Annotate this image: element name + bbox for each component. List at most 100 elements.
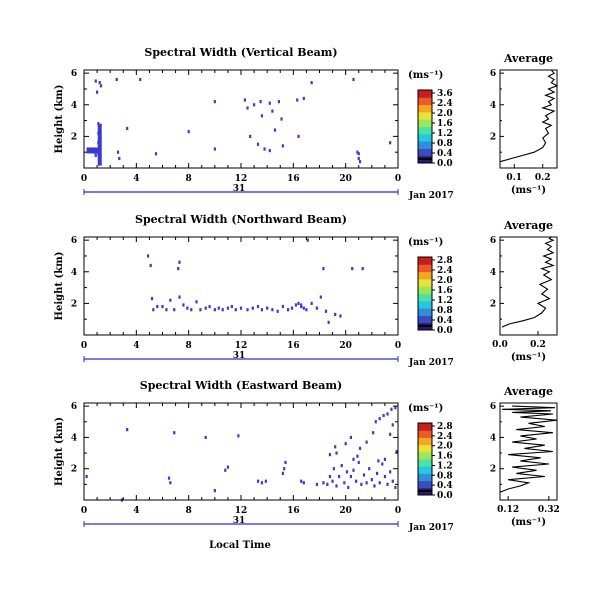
- colorbar-band: [418, 90, 432, 98]
- colorbar-tick-label: 1.6: [437, 119, 453, 129]
- x-axis-label: Local Time: [209, 540, 271, 551]
- y-tick-label: 4: [71, 268, 77, 278]
- data-cell: [352, 77, 355, 82]
- data-cell: [94, 79, 97, 83]
- x-tick-label: 16: [287, 341, 300, 351]
- colorbar-band: [418, 126, 432, 135]
- colorbar-unit: (ms⁻¹): [408, 237, 443, 248]
- data-cell: [356, 454, 359, 458]
- data-cell: [199, 308, 202, 312]
- data-cell: [365, 440, 368, 444]
- data-cell: [315, 306, 318, 310]
- data-cell: [389, 432, 392, 436]
- data-cell: [361, 267, 364, 271]
- colorbar-mark: [418, 489, 432, 492]
- data-cell: [352, 468, 355, 472]
- data-cell: [302, 96, 305, 101]
- data-cell: [213, 100, 216, 104]
- x-tick-label: 8: [186, 506, 192, 516]
- x-tick-label: 12: [235, 341, 248, 351]
- colorbar-mark: [418, 324, 432, 327]
- date-day: 31: [233, 351, 246, 361]
- date-month: Jan 2017: [408, 358, 454, 368]
- colorbar-band: [418, 444, 432, 453]
- average-y-tick-label: 4: [490, 101, 496, 111]
- plot-frame: [83, 69, 399, 169]
- data-cell: [382, 413, 385, 418]
- data-cell: [208, 304, 211, 309]
- data-cell: [357, 460, 360, 465]
- colorbar-band: [418, 423, 432, 431]
- data-cell: [169, 298, 172, 302]
- data-cell: [195, 300, 198, 304]
- y-tick-label: 2: [71, 299, 77, 309]
- data-cell: [300, 479, 303, 483]
- x-tick-label: 0: [395, 506, 401, 516]
- data-cell: [213, 147, 216, 151]
- colorbar-band: [418, 278, 432, 287]
- x-tick-label: 0: [395, 341, 401, 351]
- data-cell: [335, 451, 338, 455]
- chart-title: Spectral Width (Eastward Beam): [140, 379, 342, 392]
- colorbar-frame: [417, 422, 433, 496]
- data-cell: [213, 489, 216, 493]
- y-tick-label: 6: [71, 69, 77, 79]
- data-cell: [85, 474, 88, 479]
- data-cell: [297, 134, 300, 138]
- y-tick-label: 6: [71, 402, 77, 412]
- data-cell: [169, 481, 172, 485]
- data-cell: [173, 431, 176, 435]
- data-cell: [365, 481, 368, 485]
- average-y-tick-label: 6: [490, 236, 496, 246]
- average-y-tick-label: 2: [490, 299, 496, 309]
- data-cell: [358, 446, 362, 450]
- colorbar-band: [418, 293, 432, 302]
- data-cell: [221, 308, 224, 312]
- data-cell: [239, 306, 243, 310]
- x-tick-label: 0: [81, 506, 87, 516]
- x-tick-label: 20: [339, 506, 352, 516]
- y-tick-label: 6: [71, 236, 77, 246]
- colorbar-tick-label: 0.8: [437, 471, 453, 481]
- average-x-tick-label: 0.2: [535, 173, 551, 183]
- data-cell: [277, 100, 281, 104]
- colorbar-tick-label: 0.4: [437, 316, 453, 326]
- colorbar-tick-label: 1.2: [437, 129, 453, 139]
- data-cell: [266, 306, 269, 310]
- data-cell: [349, 474, 352, 479]
- average-unit: (ms⁻¹): [511, 352, 546, 363]
- data-cell: [394, 485, 397, 490]
- data-cell: [391, 479, 394, 483]
- data-cell: [300, 303, 303, 307]
- data-cell: [302, 306, 305, 310]
- x-tick-label: 12: [235, 506, 248, 516]
- colorbar-band: [418, 451, 432, 460]
- data-column: [86, 147, 98, 154]
- data-cell: [310, 81, 313, 85]
- data-cell: [95, 90, 99, 94]
- data-cell: [287, 308, 290, 312]
- colorbar-band: [418, 111, 432, 120]
- data-cell: [377, 459, 380, 463]
- plot-frame: [83, 402, 399, 501]
- colorbar-band: [418, 286, 432, 294]
- average-x-tick-label: 0.12: [497, 505, 519, 515]
- data-cell: [305, 308, 308, 312]
- data-cell: [334, 445, 337, 449]
- colorbar-tick-label: 1.6: [437, 286, 453, 296]
- data-cell: [271, 109, 274, 113]
- average-line: [499, 69, 559, 163]
- data-cell: [335, 484, 338, 488]
- average-title: Average: [503, 219, 553, 232]
- data-cell: [161, 304, 164, 309]
- data-cell: [357, 156, 360, 161]
- data-cell: [391, 423, 394, 427]
- data-cell: [373, 484, 376, 488]
- y-tick-label: 4: [71, 101, 77, 111]
- x-tick-label: 4: [133, 341, 139, 351]
- average-y-tick-label: 4: [490, 268, 496, 278]
- data-cell: [186, 306, 189, 310]
- y-axis-label: Height (km): [54, 85, 65, 154]
- data-cell: [339, 314, 342, 318]
- data-cell: [331, 479, 334, 483]
